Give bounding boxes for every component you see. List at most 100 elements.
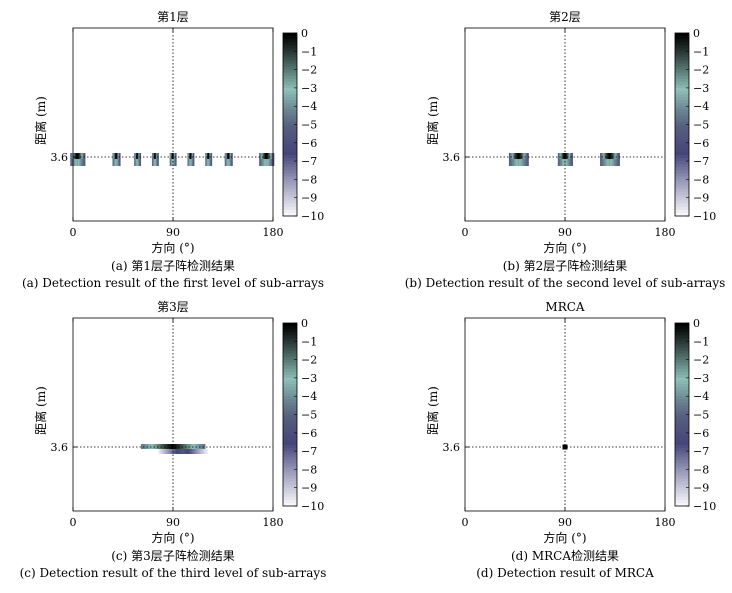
colorbar-cell	[675, 203, 689, 208]
colorbar-cell	[283, 94, 297, 98]
colorbar-tick-label: −8	[301, 173, 317, 186]
peak-cell	[613, 153, 616, 159]
peak-cell	[517, 153, 520, 159]
colorbar-cell	[675, 57, 689, 62]
colorbar-cell	[283, 106, 297, 110]
peak-cell	[518, 158, 522, 166]
detection-peak	[70, 153, 86, 166]
caption-cn: (a) 第1层子阵检测结果	[111, 258, 235, 273]
colorbar-cell	[675, 445, 689, 449]
colorbar-cell	[675, 499, 689, 504]
peak-cell	[193, 158, 195, 166]
peak-cell	[617, 153, 620, 159]
colorbar-cell	[283, 445, 297, 449]
colorbar-cell	[675, 212, 689, 217]
colorbar-cell	[675, 72, 689, 77]
peak-cell	[119, 158, 121, 166]
peak-cell	[608, 153, 612, 159]
colorbar-cell	[675, 344, 689, 348]
colorbar-cell	[675, 329, 689, 333]
peak-cell	[603, 153, 606, 159]
colorbar-cell	[283, 118, 297, 123]
colorbar-cell	[675, 490, 689, 495]
colorbar-cell	[675, 484, 689, 489]
peak-cell	[616, 158, 619, 166]
colorbar-tick-label: −6	[301, 137, 317, 150]
y-axis-label: 距离 (m)	[33, 96, 48, 145]
colorbar-cell	[675, 466, 689, 470]
colorbar-cell	[283, 332, 297, 336]
colorbar-cell	[283, 365, 297, 370]
colorbar-cell	[675, 191, 689, 196]
colorbar-cell	[675, 411, 689, 416]
colorbar-cell	[675, 42, 689, 46]
peak-cell	[512, 158, 515, 166]
colorbar-cell	[675, 176, 689, 180]
colorbar-tick-label: −4	[693, 100, 709, 113]
colorbar-cell	[675, 87, 689, 92]
colorbar-cell	[283, 100, 297, 104]
colorbar-cell	[675, 420, 689, 425]
colorbar-cell	[675, 405, 689, 409]
colorbar-cell	[675, 399, 689, 403]
peak-cell	[523, 153, 526, 159]
colorbar-cell	[675, 185, 689, 190]
colorbar-cell	[283, 502, 297, 507]
colorbar-tick-label: −4	[693, 390, 709, 403]
colorbar-cell	[283, 463, 297, 467]
peak-cell	[520, 158, 523, 166]
colorbar-cell	[675, 179, 689, 184]
colorbar-cell	[675, 423, 689, 428]
colorbar-cell	[283, 347, 297, 352]
colorbar-cell	[283, 112, 297, 116]
colorbar-tick-label: −3	[693, 82, 709, 95]
y-tick-label: 3.6	[443, 151, 461, 164]
colorbar-cell	[283, 182, 297, 187]
x-tick-label: 90	[166, 226, 180, 239]
colorbar-cell	[675, 97, 689, 101]
colorbar-cell	[283, 478, 297, 483]
colorbar-cell	[675, 170, 689, 174]
x-tick-label: 180	[263, 226, 284, 239]
colorbar-tick-label: −5	[693, 409, 709, 422]
colorbar-cell	[283, 475, 297, 480]
x-tick-label: 180	[655, 226, 676, 239]
peak-cell	[610, 158, 613, 166]
peak-cell	[615, 153, 618, 159]
colorbar-cell	[283, 87, 297, 92]
colorbar-cell	[283, 81, 297, 86]
colorbar-tick-label: −5	[301, 409, 317, 422]
colorbar-tick-label: 0	[693, 317, 700, 330]
peak-cell	[210, 153, 213, 159]
colorbar-tick-label: 0	[301, 317, 308, 330]
colorbar-cell	[675, 350, 689, 355]
colorbar-cell	[675, 448, 689, 452]
colorbar-cell	[675, 81, 689, 86]
colorbar-cell	[283, 429, 297, 434]
colorbar-tick-label: −1	[301, 335, 317, 348]
detection-peak	[112, 153, 121, 166]
caption-cn: (c) 第3层子阵检测结果	[111, 548, 235, 563]
colorbar-cell	[283, 133, 297, 138]
colorbar-cell	[283, 151, 297, 156]
peak-cell	[613, 158, 616, 166]
colorbar: 0 −1 −2 −3 −4 −5 −6 −7 −8 −9 −10	[674, 317, 716, 513]
colorbar-cell	[283, 164, 297, 168]
peak-cell	[615, 158, 618, 166]
colorbar-cell	[283, 66, 297, 71]
colorbar-cell	[283, 374, 297, 379]
colorbar-cell	[283, 451, 297, 455]
colorbar-cell	[675, 94, 689, 98]
x-tick-label: 180	[263, 516, 284, 529]
colorbar-cell	[675, 481, 689, 486]
peak-cell	[175, 158, 177, 166]
peak-cell	[517, 158, 520, 166]
x-tick-label: 0	[70, 226, 77, 239]
colorbar-cell	[283, 103, 297, 107]
colorbar-cell	[675, 414, 689, 419]
colorbar-cell	[283, 420, 297, 425]
caption-en: (b) Detection result of the second level…	[405, 276, 726, 290]
colorbar-cell	[283, 39, 297, 43]
colorbar-cell	[675, 326, 689, 330]
colorbar-cell	[283, 191, 297, 196]
